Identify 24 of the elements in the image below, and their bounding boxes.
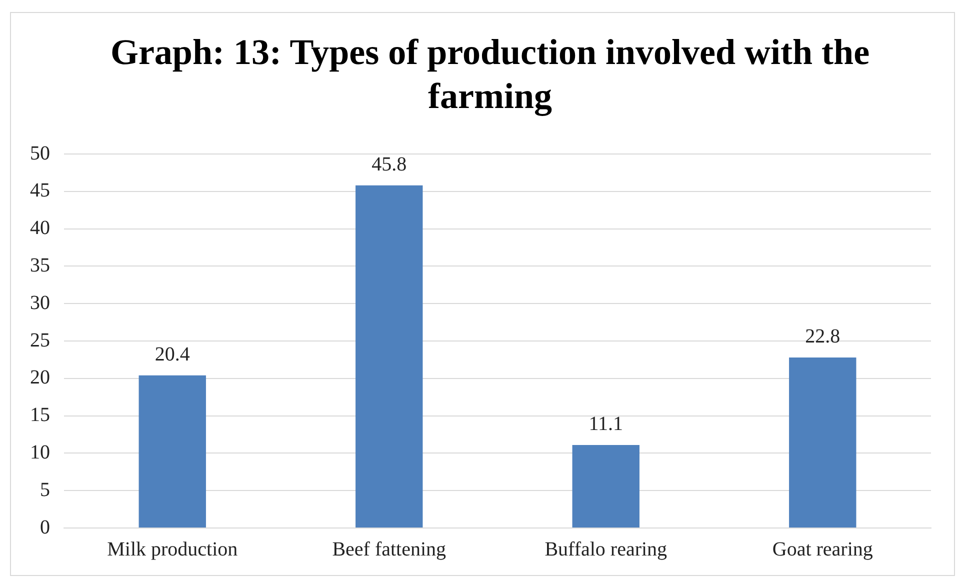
- chart-title: Graph: 13: Types of production involved with the farming: [110, 31, 870, 118]
- data-label: 20.4: [154, 344, 190, 366]
- y-tick-label: 10: [30, 441, 50, 464]
- y-tick-label: 30: [30, 292, 50, 314]
- y-tick-label: 20: [30, 366, 50, 389]
- x-tick-label: Beef fattening: [332, 538, 446, 560]
- y-tick-label: 25: [30, 329, 50, 352]
- data-label: 45.8: [372, 154, 407, 176]
- bar: [138, 375, 206, 528]
- x-tick-label: Milk production: [107, 538, 238, 560]
- bar: [572, 444, 640, 528]
- data-label: 11.1: [588, 413, 624, 436]
- data-label: 22.8: [805, 326, 840, 348]
- y-tick-label: 5: [40, 478, 50, 501]
- y-tick-label: 40: [30, 217, 50, 240]
- y-tick-label: 15: [30, 404, 50, 426]
- x-tick-label: Goat rearing: [772, 538, 873, 560]
- bar: [789, 357, 856, 528]
- x-tick-label: Buffalo rearing: [544, 538, 668, 560]
- y-tick-label: 50: [30, 142, 50, 164]
- y-tick-label: 35: [30, 254, 50, 276]
- y-tick-label: 0: [40, 516, 50, 538]
- bar: [356, 185, 423, 528]
- y-tick-label: 45: [30, 180, 50, 202]
